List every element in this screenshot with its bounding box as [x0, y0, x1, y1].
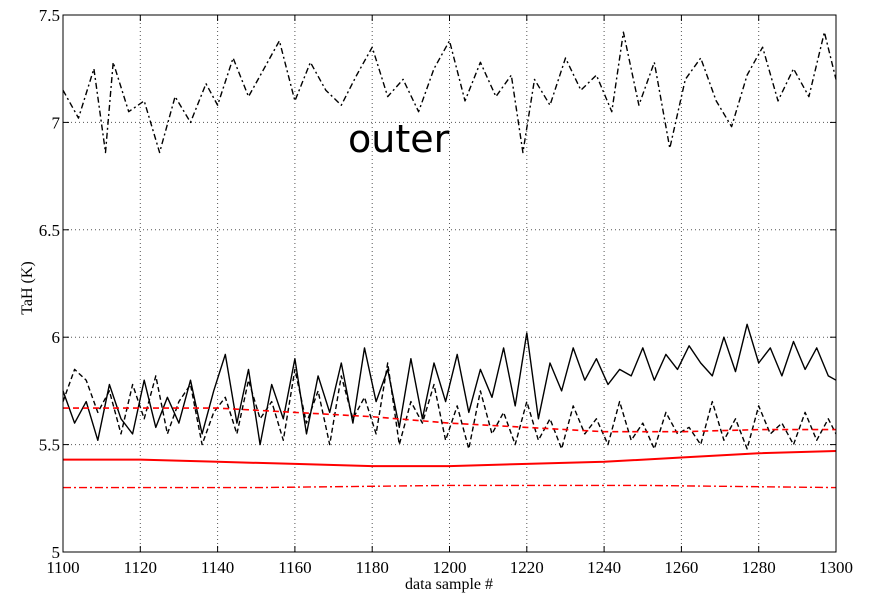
series-layer — [62, 31, 837, 489]
x-tick-label: 1180 — [356, 558, 389, 577]
series-line-black-solid — [62, 323, 837, 446]
x-tick-label: 1220 — [510, 558, 544, 577]
y-tick-label: 6 — [52, 328, 61, 347]
y-tick-label: 6.5 — [39, 221, 60, 240]
x-tick-label: 1240 — [587, 558, 621, 577]
x-tick-label: 1100 — [46, 558, 79, 577]
y-tick-label: 7 — [52, 113, 61, 132]
series-line-red-dashed — [63, 407, 836, 433]
grid — [63, 15, 836, 552]
x-tick-label: 1140 — [201, 558, 234, 577]
y-tick-label: 5.5 — [39, 436, 60, 455]
x-tick-label: 1120 — [124, 558, 157, 577]
tick-marks — [62, 14, 837, 553]
x-tick-label: 1280 — [742, 558, 776, 577]
series-line-black-dashed — [62, 362, 837, 450]
y-tick-labels: 5 5.5 6 6.5 7 7.5 — [39, 6, 61, 562]
x-tick-label: 1300 — [819, 558, 853, 577]
series-line-black-dashdot — [62, 31, 837, 154]
y-axis-label: TaH (K) — [19, 261, 36, 315]
annotation-outer: outer — [348, 117, 450, 161]
y-tick-label: 5 — [52, 543, 61, 562]
series-line-red-solid — [63, 450, 837, 468]
series-line-red-dashdot — [63, 484, 837, 489]
x-tick-labels: 1100 1120 1140 1160 1180 1200 1220 1240 1260 1280… — [46, 558, 853, 577]
x-tick-label: 1200 — [433, 558, 467, 577]
x-axis-label: data sample # — [405, 576, 493, 593]
y-tick-label: 7.5 — [39, 6, 60, 25]
x-tick-label: 1160 — [278, 558, 311, 577]
x-tick-label: 1260 — [664, 558, 698, 577]
